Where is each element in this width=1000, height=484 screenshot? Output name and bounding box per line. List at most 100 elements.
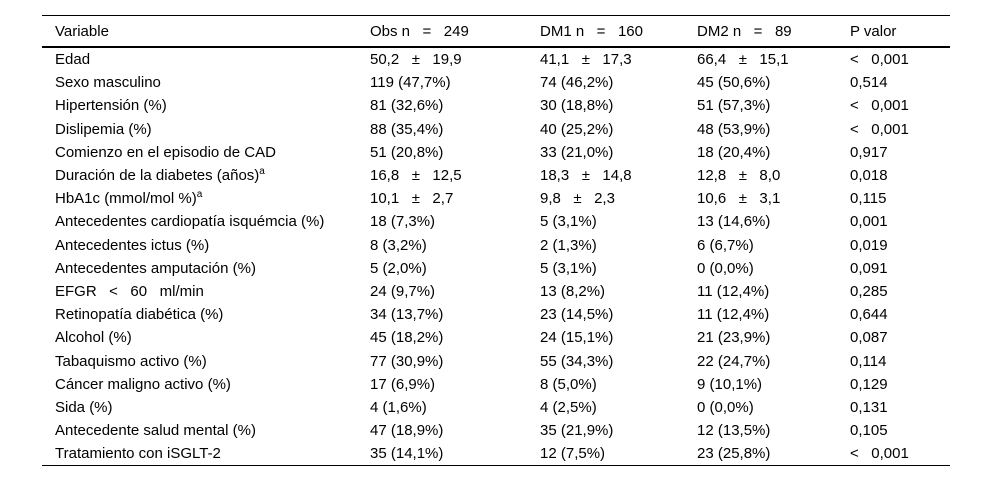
- variable-label: HbA1c (mmol/mol %): [55, 190, 197, 208]
- cell-dm1: 5 (3,1%): [540, 259, 597, 277]
- cell-dm2: 48 (53,9%): [697, 120, 771, 138]
- cell-dm2: 11 (12,4%): [697, 306, 770, 324]
- cell-dm2: 6 (6,7%): [697, 236, 754, 254]
- table-row: Dislipemia (%) 88 (35,4%) 40 (25,2%) 48 …: [42, 118, 950, 141]
- cell-dm1: 41,1 ± 17,3: [540, 51, 632, 69]
- cell-dm1: 74 (46,2%): [540, 74, 614, 92]
- cell-variable: Retinopatía diabética (%): [42, 303, 357, 326]
- variable-label: Dislipemia (%): [55, 120, 152, 138]
- cell-pvalue: 0,917: [850, 143, 888, 161]
- col-header-pvalue: P valor: [837, 15, 950, 48]
- cell-variable: Sexo masculino: [42, 71, 357, 94]
- cell-dm2: 10,6 ± 3,1: [697, 190, 781, 208]
- cell-dm1: 33 (21,0%): [540, 143, 614, 161]
- table-row: Retinopatía diabética (%) 34 (13,7%) 23 …: [42, 303, 950, 326]
- cell-pvalue: 0,115: [850, 190, 887, 208]
- cell-obs: 17 (6,9%): [370, 375, 436, 393]
- cell-variable: Antecedentes amputación (%): [42, 257, 357, 280]
- variable-label: Tabaquismo activo (%): [55, 352, 207, 370]
- cell-dm2: 12 (13,5%): [697, 422, 771, 440]
- cell-obs: 4 (1,6%): [370, 398, 427, 416]
- cell-variable: Alcohol (%): [42, 326, 357, 349]
- cell-pvalue: 0,001: [850, 213, 888, 231]
- cell-dm2: 23 (25,8%): [684, 442, 837, 467]
- cell-pvalue: 0,514: [850, 74, 888, 92]
- variable-label: Hipertensión (%): [55, 97, 167, 115]
- cell-obs: 51 (20,8%): [370, 143, 444, 161]
- variable-label: Antecedentes ictus (%): [55, 236, 210, 254]
- cell-dm2: 11 (12,4%): [697, 282, 770, 300]
- cell-variable: Antecedente salud mental (%): [42, 419, 357, 442]
- table-row: Duración de la diabetes (años)a 16,8 ± 1…: [42, 164, 950, 187]
- variable-label: Antecedentes cardiopatía isquémcia (%): [55, 213, 325, 231]
- cell-dm2: 0 (0,0%): [697, 259, 754, 277]
- cell-variable: Cáncer maligno activo (%): [42, 373, 357, 396]
- cell-dm1: 12 (7,5%): [527, 442, 684, 467]
- col-header-dm2: DM2 n = 89: [684, 15, 837, 48]
- variable-label: Sexo masculino: [55, 74, 161, 92]
- cell-obs: 45 (18,2%): [370, 329, 444, 347]
- table-row: Sida (%) 4 (1,6%) 4 (2,5%) 0 (0,0%) 0,13…: [42, 396, 950, 419]
- cell-dm1: 24 (15,1%): [540, 329, 614, 347]
- cell-variable: Hipertensión (%): [42, 94, 357, 117]
- cell-dm1: 13 (8,2%): [540, 282, 606, 300]
- cell-dm2: 66,4 ± 15,1: [697, 51, 789, 69]
- cell-obs: 81 (32,6%): [370, 97, 444, 115]
- cell-variable: Tratamiento con iSGLT-2: [42, 442, 357, 467]
- variable-label: Retinopatía diabética (%): [55, 306, 224, 324]
- cell-obs: 50,2 ± 19,9: [370, 51, 462, 69]
- variable-label: Cáncer maligno activo (%): [55, 375, 231, 393]
- cell-pvalue: < 0,001: [837, 442, 950, 467]
- cell-pvalue: < 0,001: [850, 97, 909, 115]
- cell-pvalue: 0,019: [850, 236, 888, 254]
- cell-dm1: 8 (5,0%): [540, 375, 597, 393]
- cell-dm1: 35 (21,9%): [540, 422, 614, 440]
- cell-pvalue: 0,087: [850, 329, 888, 347]
- variable-label: Tratamiento con iSGLT-2: [55, 445, 221, 463]
- table-row: Sexo masculino 119 (47,7%) 74 (46,2%) 45…: [42, 71, 950, 94]
- cell-variable: Duración de la diabetes (años)a: [42, 164, 357, 187]
- cell-pvalue: < 0,001: [850, 51, 909, 69]
- cell-obs: 8 (3,2%): [370, 236, 427, 254]
- cell-obs: 5 (2,0%): [370, 259, 427, 277]
- cell-obs: 119 (47,7%): [370, 74, 451, 92]
- cell-variable: Dislipemia (%): [42, 118, 357, 141]
- cell-obs: 34 (13,7%): [370, 306, 444, 324]
- cell-dm1: 55 (34,3%): [540, 352, 614, 370]
- cell-dm1: 2 (1,3%): [540, 236, 597, 254]
- variable-label: Duración de la diabetes (años): [55, 167, 260, 185]
- cell-obs: 35 (14,1%): [357, 442, 527, 467]
- table-row: Edad 50,2 ± 19,9 41,1 ± 17,3 66,4 ± 15,1…: [42, 47, 950, 71]
- variable-label: Antecedentes amputación (%): [55, 259, 256, 277]
- cell-variable: Comienzo en el episodio de CAD: [42, 141, 357, 164]
- variable-label: Sida (%): [55, 398, 113, 416]
- cell-pvalue: 0,129: [850, 375, 888, 393]
- variable-label: Comienzo en el episodio de CAD: [55, 143, 276, 161]
- cell-dm1: 40 (25,2%): [540, 120, 614, 138]
- cell-variable: EFGR < 60 ml/min: [42, 280, 357, 303]
- table-container: Variable Obs n = 249 DM1 n = 160 DM2 n =…: [42, 15, 950, 467]
- cell-dm2: 12,8 ± 8,0: [697, 167, 781, 185]
- cell-dm2: 18 (20,4%): [697, 143, 771, 161]
- cell-dm1: 23 (14,5%): [540, 306, 614, 324]
- cell-obs: 18 (7,3%): [370, 213, 436, 231]
- cell-dm2: 9 (10,1%): [697, 375, 763, 393]
- table-header: Variable Obs n = 249 DM1 n = 160 DM2 n =…: [42, 15, 950, 48]
- cell-obs: 47 (18,9%): [370, 422, 444, 440]
- cell-variable: Edad: [42, 47, 357, 71]
- cell-dm2: 0 (0,0%): [697, 398, 754, 416]
- cell-pvalue: 0,285: [850, 282, 888, 300]
- cell-pvalue: < 0,001: [850, 120, 909, 138]
- cell-obs: 10,1 ± 2,7: [370, 190, 454, 208]
- cell-dm2: 22 (24,7%): [697, 352, 771, 370]
- cell-variable: Tabaquismo activo (%): [42, 349, 357, 372]
- cell-obs: 88 (35,4%): [370, 120, 444, 138]
- table-row: Antecedentes amputación (%) 5 (2,0%) 5 (…: [42, 257, 950, 280]
- table-row: Antecedentes ictus (%) 8 (3,2%) 2 (1,3%)…: [42, 234, 950, 257]
- col-header-obs: Obs n = 249: [357, 15, 527, 48]
- cell-pvalue: 0,644: [850, 306, 888, 324]
- cell-dm2: 13 (14,6%): [697, 213, 771, 231]
- table-row: Alcohol (%) 45 (18,2%) 24 (15,1%) 21 (23…: [42, 326, 950, 349]
- baseline-characteristics-table: Variable Obs n = 249 DM1 n = 160 DM2 n =…: [42, 15, 950, 467]
